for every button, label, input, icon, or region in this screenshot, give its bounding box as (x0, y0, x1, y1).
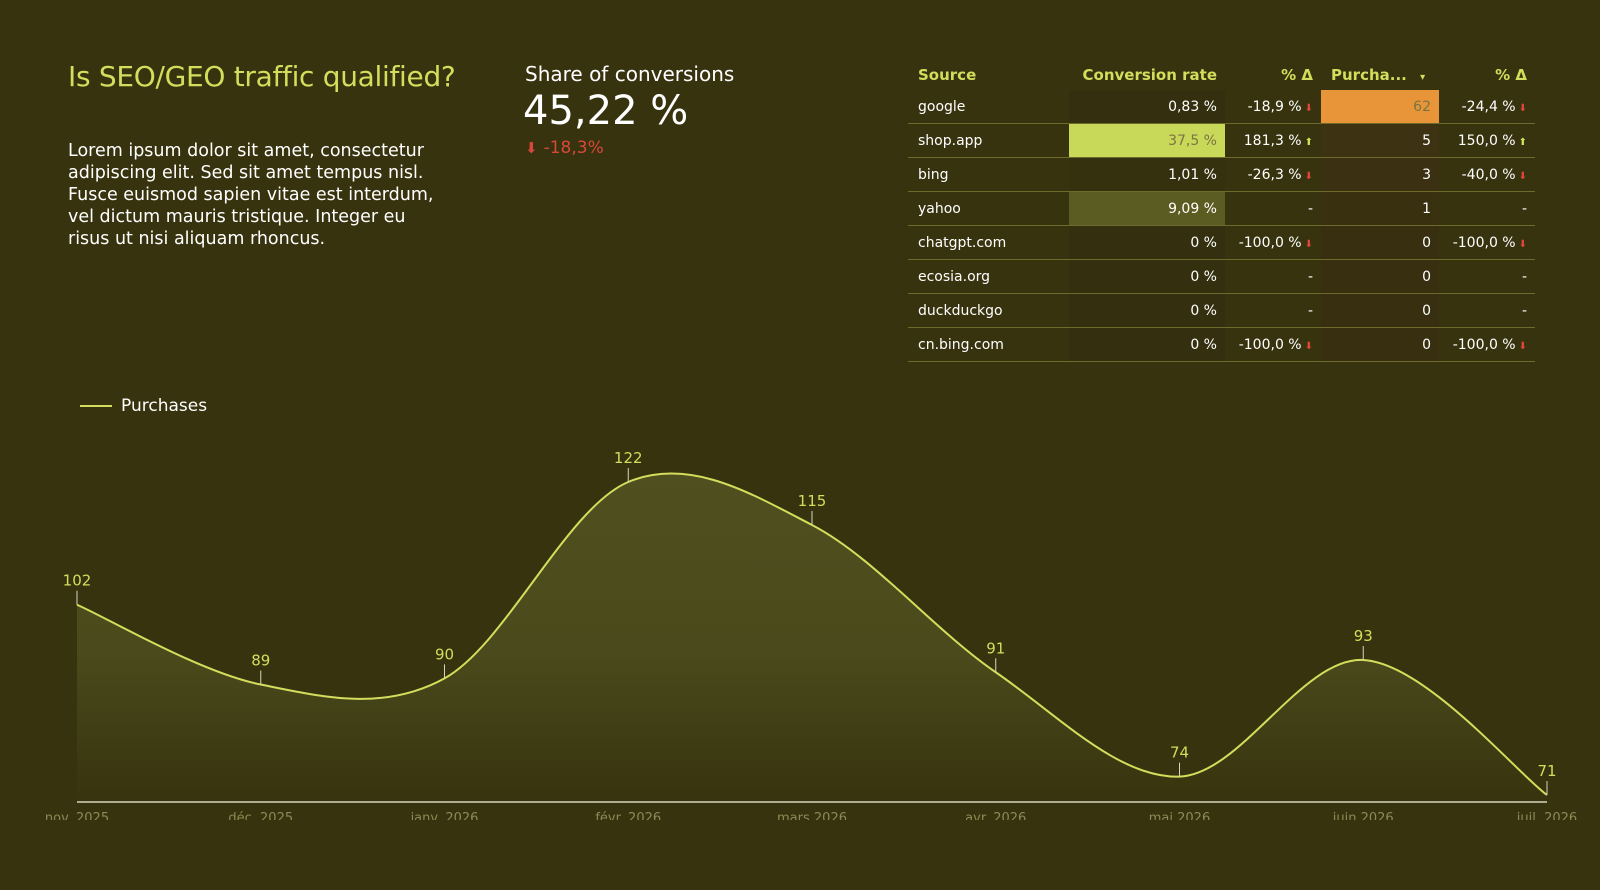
table-row[interactable]: yahoo 9,09 % -1- (908, 191, 1535, 226)
page-title: Is SEO/GEO traffic qualified? (68, 60, 456, 93)
col-header-purchases[interactable]: Purcha... ▾ (1321, 60, 1439, 90)
data-label: 115 (798, 492, 827, 510)
cell-cr-delta: -100,0 % ⬇ (1225, 327, 1321, 362)
cell-pu-delta: -100,0 % ⬇ (1439, 225, 1535, 260)
cell-cr-delta: - (1225, 191, 1321, 226)
cell-cr-delta: -26,3 % ⬇ (1225, 157, 1321, 192)
cell-cr-delta: - (1225, 259, 1321, 294)
x-tick-label: févr. 2026 (595, 811, 661, 820)
data-label: 102 (63, 572, 92, 590)
cell-pu-delta: 150,0 % ⬆ (1439, 123, 1535, 158)
cell-cr-delta: -18,9 % ⬇ (1225, 90, 1321, 124)
cell-source: duckduckgo (908, 293, 1069, 328)
x-tick-label: mars 2026 (777, 811, 847, 820)
cell-pu-delta: - (1439, 293, 1535, 328)
cell-conversion-rate: 0 % (1069, 259, 1225, 294)
page-description: Lorem ipsum dolor sit amet, consectetur … (68, 141, 434, 249)
arrow-down-icon: ⬇ (1304, 170, 1313, 182)
table-row[interactable]: bing 1,01 % -26,3 % ⬇ 3 -40,0 % ⬇ (908, 157, 1535, 192)
x-tick-label: nov. 2025 (45, 811, 109, 820)
arrow-down-icon: ⬇ (1518, 102, 1527, 114)
cell-conversion-rate: 1,01 % (1069, 157, 1225, 192)
cell-conversion-rate: 0 % (1069, 293, 1225, 328)
table-row[interactable]: shop.app 37,5 % 181,3 % ⬆ 5 150,0 % ⬆ (908, 123, 1535, 158)
legend-swatch (80, 405, 112, 407)
purchases-area-chart: 102 nov. 2025 89 déc. 2025 90 janv. 2026 122 fé… (45, 449, 1577, 820)
x-tick-label: janv. 2026 (410, 811, 479, 820)
cell-purchases: 0 (1321, 259, 1439, 294)
cell-purchases: 62 (1321, 90, 1439, 124)
cell-cr-delta: - (1225, 293, 1321, 328)
cell-source: bing (908, 157, 1069, 192)
kpi-delta: ⬇ -18,3% (525, 138, 604, 158)
cell-source: cn.bing.com (908, 327, 1069, 362)
x-tick-label: avr. 2026 (965, 811, 1026, 820)
data-label: 122 (614, 449, 643, 467)
arrow-down-icon: ⬇ (1304, 102, 1313, 114)
arrow-down-icon: ⬇ (1518, 238, 1527, 250)
cell-purchases: 3 (1321, 157, 1439, 192)
cell-conversion-rate: 0,83 % (1069, 90, 1225, 124)
sort-desc-icon: ▾ (1420, 72, 1426, 83)
col-header-pu-delta[interactable]: % Δ (1495, 66, 1527, 84)
cell-source: shop.app (908, 123, 1069, 158)
col-header-source[interactable]: Source (918, 66, 977, 84)
arrow-down-icon: ⬇ (1304, 340, 1313, 352)
cell-source: chatgpt.com (908, 225, 1069, 260)
arrow-up-icon: ⬆ (1518, 136, 1527, 148)
cell-conversion-rate: 0 % (1069, 225, 1225, 260)
cell-cr-delta: -100,0 % ⬇ (1225, 225, 1321, 260)
cell-source: ecosia.org (908, 259, 1069, 294)
data-label: 89 (251, 652, 270, 670)
table-row[interactable]: google 0,83 % -18,9 % ⬇ 62 -24,4 % ⬇ (908, 90, 1535, 124)
data-label: 74 (1170, 744, 1189, 762)
data-label: 90 (435, 645, 454, 663)
col-header-conversion-rate[interactable]: Conversion rate (1082, 66, 1217, 84)
data-label: 93 (1354, 627, 1373, 645)
series-area-purchases (77, 473, 1547, 802)
series-line-purchases (76, 472, 1548, 796)
data-label: 91 (986, 639, 1005, 657)
col-header-purchases-label: Purcha... (1331, 66, 1407, 84)
kpi-value: 45,22 % (523, 88, 689, 134)
cell-pu-delta: -40,0 % ⬇ (1439, 157, 1535, 192)
data-label: 71 (1537, 762, 1556, 780)
x-tick-label: mai 2026 (1149, 811, 1210, 820)
arrow-down-icon: ⬇ (1304, 238, 1313, 250)
col-header-cr-delta[interactable]: % Δ (1281, 66, 1313, 84)
arrow-down-icon: ⬇ (525, 139, 538, 157)
cell-pu-delta: -24,4 % ⬇ (1439, 90, 1535, 124)
x-tick-label: juin 2026 (1332, 811, 1394, 820)
kpi-delta-value: -18,3% (543, 138, 604, 158)
arrow-down-icon: ⬇ (1518, 170, 1527, 182)
x-tick-label: déc. 2025 (228, 811, 293, 820)
cell-conversion-rate: 0 % (1069, 327, 1225, 362)
kpi-label: Share of conversions (525, 62, 735, 86)
cell-pu-delta: - (1439, 191, 1535, 226)
arrow-down-icon: ⬇ (1518, 340, 1527, 352)
cell-purchases: 0 (1321, 293, 1439, 328)
cell-purchases: 0 (1321, 225, 1439, 260)
cell-purchases: 5 (1321, 123, 1439, 158)
table-row[interactable]: chatgpt.com 0 % -100,0 % ⬇ 0 -100,0 % ⬇ (908, 225, 1535, 260)
cell-conversion-rate: 9,09 % (1069, 191, 1225, 226)
x-tick-label: juil. 2026 (1516, 811, 1577, 820)
legend-label: Purchases (121, 396, 208, 416)
table-row[interactable]: cn.bing.com 0 % -100,0 % ⬇ 0 -100,0 % ⬇ (908, 327, 1535, 362)
cell-source: yahoo (908, 191, 1069, 226)
cell-conversion-rate: 37,5 % (1069, 123, 1225, 158)
sources-table: Source Conversion rate % Δ Purcha... ▾ %… (908, 60, 1535, 362)
table-row[interactable]: duckduckgo 0 % -0- (908, 293, 1535, 328)
cell-source: google (908, 90, 1069, 124)
cell-pu-delta: -100,0 % ⬇ (1439, 327, 1535, 362)
cell-pu-delta: - (1439, 259, 1535, 294)
arrow-up-icon: ⬆ (1304, 136, 1313, 148)
table-row[interactable]: ecosia.org 0 % -0- (908, 259, 1535, 294)
chart-legend: Purchases (80, 396, 207, 416)
cell-cr-delta: 181,3 % ⬆ (1225, 123, 1321, 158)
cell-purchases: 1 (1321, 191, 1439, 226)
cell-purchases: 0 (1321, 327, 1439, 362)
